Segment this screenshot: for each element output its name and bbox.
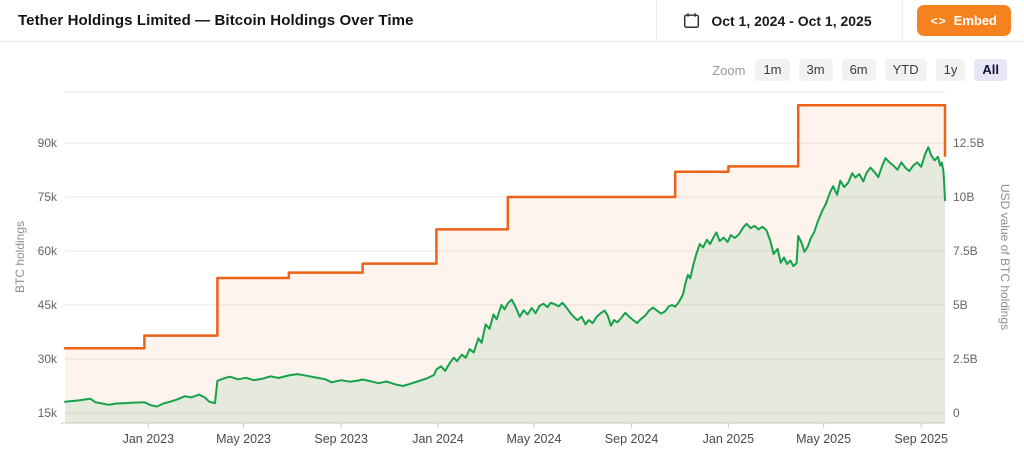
divider bbox=[901, 0, 903, 41]
left-axis-tick-label: 60k bbox=[38, 244, 58, 258]
header-controls: Oct 1, 2024 - Oct 1, 2025 <> Embed bbox=[656, 0, 1024, 41]
x-axis-tick-label: Jan 2024 bbox=[412, 432, 463, 446]
btc-holdings-step-line bbox=[63, 103, 947, 350]
usd-value-line bbox=[64, 146, 946, 408]
x-axis-tick-label: May 2024 bbox=[507, 432, 562, 446]
right-axis-tick-label: 10B bbox=[953, 190, 974, 204]
zoom-button-1y[interactable]: 1y bbox=[935, 59, 966, 82]
calendar-icon bbox=[683, 12, 700, 29]
left-axis-title: BTC holdings bbox=[13, 221, 27, 293]
right-axis-tick-label: 5B bbox=[953, 298, 968, 312]
zoom-button-6m[interactable]: 6m bbox=[841, 59, 876, 82]
left-axis-tick-label: 75k bbox=[38, 190, 58, 204]
x-axis-tick-label: Sep 2023 bbox=[314, 432, 368, 446]
btc-holdings-area bbox=[65, 105, 945, 423]
zoom-button-3m[interactable]: 3m bbox=[798, 59, 833, 82]
right-axis-tick-label: 2.5B bbox=[953, 352, 978, 366]
zoom-controls: Zoom 1m 3m 6m YTD 1y All bbox=[712, 59, 1007, 82]
x-axis-tick-label: Sep 2024 bbox=[605, 432, 659, 446]
page-title: Tether Holdings Limited — Bitcoin Holdin… bbox=[18, 12, 414, 29]
zoom-button-all[interactable]: All bbox=[974, 59, 1007, 82]
code-icon: <> bbox=[930, 13, 947, 28]
right-axis-tick-label: 0 bbox=[953, 406, 960, 420]
chart-plot[interactable]: 15k 30k 45k 60k 75k 90k 0 2.5B 5B 7.5B 10B 12.5B Jan… bbox=[0, 42, 1024, 464]
date-range-picker[interactable]: Oct 1, 2024 - Oct 1, 2025 bbox=[657, 0, 902, 41]
x-axis-tick-label: Jan 2023 bbox=[123, 432, 174, 446]
zoom-label: Zoom bbox=[712, 62, 746, 78]
x-axis-tick-label: Jan 2025 bbox=[703, 432, 754, 446]
embed-button-label: Embed bbox=[953, 13, 997, 28]
chart-header: Tether Holdings Limited — Bitcoin Holdin… bbox=[0, 0, 1024, 42]
left-axis-tick-label: 30k bbox=[38, 352, 58, 366]
left-axis-tick-label: 45k bbox=[38, 298, 58, 312]
left-axis-tick-label: 90k bbox=[38, 136, 58, 150]
right-axis-title: USD value of BTC holdings bbox=[998, 184, 1012, 330]
x-axis-tick-label: May 2025 bbox=[796, 432, 851, 446]
zoom-button-1m[interactable]: 1m bbox=[755, 59, 790, 82]
x-axis-tick-label: May 2023 bbox=[216, 432, 271, 446]
usd-value-area bbox=[65, 147, 945, 424]
date-range-value: Oct 1, 2024 - Oct 1, 2025 bbox=[711, 12, 872, 29]
embed-button[interactable]: <> Embed bbox=[916, 5, 1011, 36]
chart-area: Zoom 1m 3m 6m YTD 1y All 15k 30k 45k 60k 75k… bbox=[0, 42, 1024, 464]
x-axis-tick-label: Sep 2025 bbox=[894, 432, 948, 446]
zoom-button-ytd[interactable]: YTD bbox=[884, 59, 927, 82]
right-axis-tick-label: 7.5B bbox=[953, 244, 978, 258]
left-axis-tick-label: 15k bbox=[38, 406, 58, 420]
divider bbox=[656, 0, 658, 41]
right-axis-tick-label: 12.5B bbox=[953, 136, 984, 150]
